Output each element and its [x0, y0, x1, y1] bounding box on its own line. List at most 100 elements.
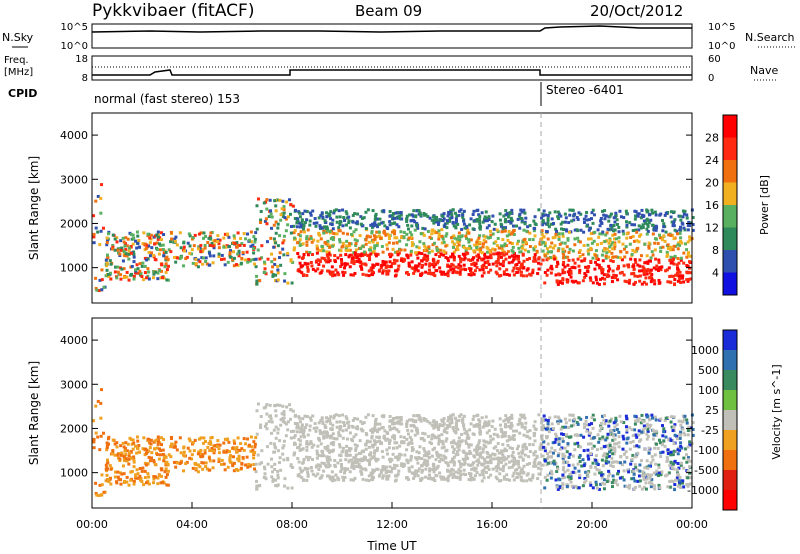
- power-echo-cell: [584, 214, 588, 218]
- velocity-echo-cell: [400, 440, 404, 444]
- velocity-echo-cell: [608, 472, 612, 476]
- velocity-echo-cell: [405, 437, 409, 441]
- velocity-echo-cell: [562, 458, 566, 462]
- power-echo-cell: [640, 208, 644, 212]
- velocity-echo-cell: [552, 459, 556, 463]
- velocity-echo-cell: [413, 433, 417, 437]
- power-echo-cell: [483, 254, 487, 258]
- power-echo-cell: [272, 237, 276, 241]
- velocity-echo-cell: [584, 419, 588, 423]
- power-echo-cell: [146, 267, 150, 271]
- velocity-echo-cell: [415, 457, 419, 461]
- velocity-echo-cell: [477, 418, 481, 422]
- velocity-echo-cell: [299, 470, 303, 474]
- power-echo-cell: [542, 209, 546, 213]
- power-echo-cell: [417, 209, 421, 213]
- power-echo-cell: [132, 250, 136, 254]
- power-echo-cell: [622, 273, 626, 277]
- power-echo-cell: [331, 274, 335, 278]
- velocity-echo-cell: [166, 462, 170, 466]
- velocity-echo-cell: [127, 462, 131, 466]
- velocity-echo-cell: [640, 487, 644, 491]
- power-echo-cell: [422, 233, 426, 237]
- power-echo-cell: [507, 261, 511, 265]
- velocity-echo-cell: [544, 427, 548, 431]
- velocity-echo-cell: [637, 445, 641, 449]
- velocity-echo-cell: [622, 452, 626, 456]
- velocity-echo-cell: [426, 420, 430, 424]
- velocity-echo-cell: [377, 427, 381, 431]
- power-echo-cell: [159, 276, 163, 280]
- velocity-echo-cell: [561, 454, 565, 458]
- power-echo-cell: [429, 272, 433, 276]
- velocity-echo-cell: [298, 474, 302, 478]
- velocity-echo-cell: [608, 419, 612, 423]
- power-echo-cell: [633, 223, 637, 227]
- power-echo-cell: [525, 274, 529, 278]
- power-echo-cell: [423, 227, 427, 231]
- power-echo-cell: [610, 276, 614, 280]
- power-echo-cell: [259, 209, 263, 213]
- velocity-echo-cell: [583, 480, 587, 484]
- velocity-echo-cell: [151, 481, 155, 485]
- velocity-echo-cell: [309, 441, 313, 445]
- velocity-echo-cell: [622, 478, 626, 482]
- power-echo-cell: [564, 228, 568, 232]
- velocity-echo-cell: [305, 415, 309, 419]
- velocity-echo-cell: [385, 469, 389, 473]
- power-echo-cell: [345, 212, 349, 216]
- y-tick-label: 4000: [60, 129, 88, 142]
- velocity-echo-cell: [295, 426, 299, 430]
- velocity-echo-cell: [476, 443, 480, 447]
- velocity-echo-cell: [371, 456, 375, 460]
- velocity-echo-cell: [251, 448, 255, 452]
- velocity-echo-cell: [338, 443, 342, 447]
- velocity-echo-cell: [166, 483, 170, 487]
- velocity-echo-cell: [582, 422, 586, 426]
- power-echo-cell: [512, 273, 516, 277]
- power-echo-cell: [310, 264, 314, 268]
- power-echo-cell: [454, 217, 458, 221]
- velocity-echo-cell: [232, 461, 236, 465]
- power-echo-cell: [298, 243, 302, 247]
- power-echo-cell: [554, 273, 558, 277]
- power-echo-cell: [454, 219, 458, 223]
- power-echo-cell: [375, 244, 379, 248]
- power-echo-cell: [309, 235, 313, 239]
- velocity-echo-cell: [567, 463, 571, 467]
- velocity-echo-cell: [349, 478, 353, 482]
- power-echo-cell: [393, 230, 397, 234]
- power-echo-cell: [491, 214, 495, 218]
- power-echo-cell: [308, 250, 312, 254]
- power-echo-cell: [662, 225, 666, 229]
- velocity-echo-cell: [687, 425, 691, 429]
- power-echo-cell: [464, 249, 468, 253]
- velocity-echo-cell: [303, 426, 307, 430]
- power-echo-cell: [121, 236, 125, 240]
- velocity-echo-cell: [346, 437, 350, 441]
- velocity-echo-cell: [554, 437, 558, 441]
- power-echo-cell: [422, 242, 426, 246]
- power-echo-cell: [475, 243, 479, 247]
- velocity-echo-cell: [560, 486, 564, 490]
- power-echo-cell: [561, 234, 565, 238]
- velocity-echo-cell: [681, 479, 685, 483]
- power-echo-cell: [515, 263, 519, 267]
- velocity-echo-cell: [613, 437, 617, 441]
- power-echo-cell: [457, 254, 461, 258]
- power-echo-cell: [106, 256, 110, 260]
- power-echo-cell: [367, 240, 371, 244]
- velocity-echo-cell: [352, 478, 356, 482]
- velocity-echo-cell: [598, 429, 602, 433]
- velocity-echo-cell: [601, 481, 605, 485]
- power-echo-cell: [125, 254, 129, 258]
- power-echo-cell: [396, 250, 400, 254]
- velocity-echo-cell: [469, 478, 473, 482]
- power-echo-cell: [105, 268, 109, 272]
- velocity-echo-cell: [467, 478, 471, 482]
- power-echo-cell: [617, 230, 621, 234]
- velocity-echo-cell: [244, 463, 248, 467]
- velocity-echo-cell: [654, 472, 658, 476]
- velocity-echo-cell: [641, 430, 645, 434]
- velocity-echo-cell: [358, 465, 362, 469]
